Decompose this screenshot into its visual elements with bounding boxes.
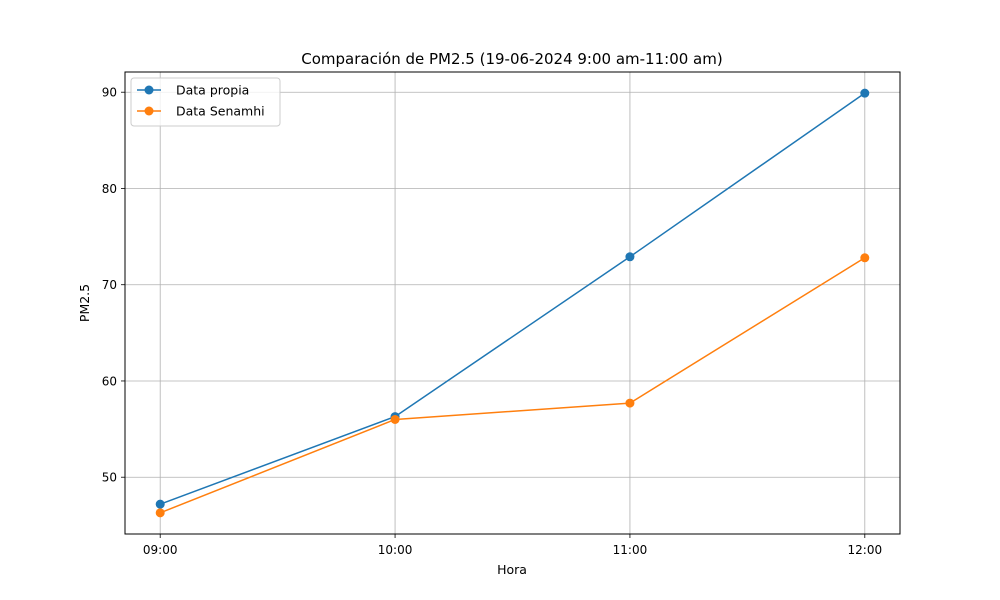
legend-label-data-propia: Data propia bbox=[176, 83, 249, 98]
series-line-data-propia bbox=[159, 92, 866, 505]
y-tick-label: 80 bbox=[102, 182, 117, 196]
grid-lines bbox=[125, 72, 900, 534]
series-layer bbox=[155, 88, 870, 518]
series-line-data-senamhi bbox=[159, 257, 866, 514]
y-tick-label: 90 bbox=[102, 86, 117, 100]
x-tick-label: 12:00 bbox=[848, 543, 883, 557]
y-axis-label: PM2.5 bbox=[77, 284, 92, 322]
plot-area-frame bbox=[124, 71, 901, 535]
legend: Data propia Data Senamhi bbox=[130, 77, 281, 127]
x-tick-label: 09:00 bbox=[143, 543, 178, 557]
x-tick-label: 11:00 bbox=[613, 543, 648, 557]
legend-marker-data-propia bbox=[144, 85, 154, 95]
chart-title: Comparación de PM2.5 (19-06-2024 9:00 am… bbox=[301, 50, 722, 68]
x-axis-label: Hora bbox=[497, 562, 527, 577]
data-point-data-senamhi bbox=[390, 414, 400, 424]
axis-ticks: 09:00 10:00 11:00 12:00 50 60 70 80 90 bbox=[102, 86, 882, 557]
y-tick-label: 60 bbox=[102, 374, 117, 388]
y-tick-label: 50 bbox=[102, 471, 117, 485]
data-point-data-propia bbox=[860, 88, 870, 98]
data-point-data-senamhi bbox=[625, 398, 635, 408]
legend-label-data-senamhi: Data Senamhi bbox=[176, 104, 265, 119]
legend-marker-data-senamhi bbox=[144, 106, 154, 116]
y-tick-label: 70 bbox=[102, 278, 117, 292]
data-point-data-propia bbox=[155, 499, 165, 509]
data-point-data-propia bbox=[625, 252, 635, 262]
data-point-data-senamhi bbox=[860, 253, 870, 263]
legend-frame bbox=[130, 77, 281, 127]
data-point-data-senamhi bbox=[155, 508, 165, 518]
x-tick-label: 10:00 bbox=[378, 543, 413, 557]
